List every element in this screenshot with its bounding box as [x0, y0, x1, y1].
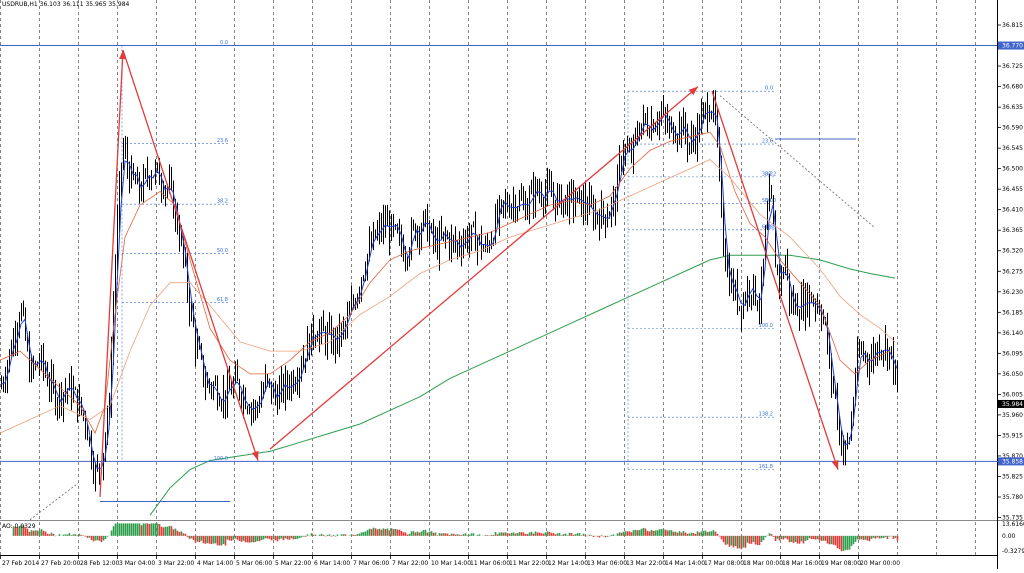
time-tick-label: 7 Mar 06:00 — [353, 560, 389, 567]
price-tick-label: 36.635 — [1002, 104, 1023, 111]
moving-averages — [0, 111, 898, 469]
time-tick-label: 11 Mar 22:00 — [509, 560, 549, 567]
price-tick-label: 36.185 — [1002, 309, 1023, 316]
candlesticks — [1, 90, 898, 492]
ao-indicator-label: AO: 0.0329 — [2, 523, 36, 530]
price-label-text: 35.858 — [1002, 459, 1023, 466]
time-scale: 27 Feb 2014 27 Feb 20:00 28 Feb 12:00 3 Mar… — [0, 555, 900, 567]
trend-arrow-line — [711, 90, 839, 470]
price-tick-label: 35.735 — [1002, 515, 1023, 522]
time-tick-label: 10 Mar 14:00 — [431, 560, 471, 567]
fibo-level-label: 100.0 — [759, 323, 773, 329]
fibo-level-label: 38.2 — [762, 171, 773, 177]
ao-tick-label: -0.3279 — [1002, 548, 1024, 555]
trend-arrow-head — [831, 459, 839, 470]
price-tick-label: 36.365 — [1002, 227, 1023, 234]
price-label-box — [998, 457, 1024, 466]
time-tick-label: 3 Mar 04:00 — [119, 560, 155, 567]
price-tick-label: 36.140 — [1002, 330, 1023, 337]
time-tick-label: 20 Mar 00:00 — [860, 560, 900, 567]
price-tick-label: 35.870 — [1002, 453, 1023, 460]
dotted-trendlines[interactable] — [29, 95, 876, 521]
fibo-level-label: 38.2 — [217, 199, 228, 205]
fibo-level-label: 0.0 — [765, 86, 773, 92]
trend-arrow-head — [119, 50, 127, 60]
fibo-level-label: 50.0 — [762, 198, 773, 204]
price-tick-label: 36.545 — [1002, 145, 1023, 152]
price-label-text: 35.984 — [1002, 401, 1023, 408]
time-tick-label: 3 Mar 22:00 — [158, 560, 194, 567]
trend-arrow-line — [122, 49, 259, 461]
price-tick-label: 36.275 — [1002, 268, 1023, 275]
ma-blue-line — [0, 111, 898, 469]
time-tick-label: 4 Mar 14:00 — [197, 560, 233, 567]
fibo-level-label: 38.2 — [765, 171, 776, 177]
price-tick-label: 36.500 — [1002, 166, 1023, 173]
price-tick-label: 35.825 — [1002, 473, 1023, 480]
price-tick-label: 36.680 — [1002, 84, 1023, 91]
time-tick-label: 5 Mar 06:00 — [236, 560, 272, 567]
chart-title: USDRUB,H1 36.103 36.111 35.965 35.984 — [2, 1, 130, 8]
time-tick-label: 7 Mar 22:00 — [392, 560, 428, 567]
price-tick-label: 36.050 — [1002, 371, 1023, 378]
dotted-trendline — [29, 482, 79, 521]
fibo-level-label: 61.8 — [217, 297, 228, 303]
time-tick-label: 27 Feb 20:00 — [41, 560, 81, 567]
price-tick-label: 36.005 — [1002, 391, 1023, 398]
trend-arrow-line — [269, 86, 699, 450]
time-tick-label: 18 Mar 16:00 — [782, 560, 822, 567]
time-tick-label: 27 Feb 2014 — [2, 560, 40, 567]
time-tick-label: 28 Feb 12:00 — [80, 560, 120, 567]
fibo-level-label: 23.6 — [217, 138, 228, 144]
price-label-box — [998, 399, 1024, 408]
price-tick-label: 35.960 — [1002, 412, 1023, 419]
trend-arrow-line — [99, 50, 124, 498]
trend-arrow-head — [688, 86, 698, 96]
price-scale: 36.815 36.770 36.725 36.680 36.635 36.590 36.5… — [997, 22, 1024, 555]
trend-arrow-head — [251, 450, 259, 461]
fibonacci-levels[interactable]: 0.0 23.6 38.2 50.0 61.8 100.0 0.0 23.6 38.2 50.0 6… — [121, 40, 776, 470]
trend-arrows[interactable] — [99, 49, 839, 498]
time-tick-label: 14 Mar 14:00 — [665, 560, 705, 567]
price-tick-label: 36.230 — [1002, 289, 1023, 296]
price-tick-label: 35.915 — [1002, 432, 1023, 439]
time-tick-label: 11 Mar 06:00 — [470, 560, 510, 567]
time-tick-label: 5 Mar 22:00 — [275, 560, 311, 567]
horizontal-lines[interactable] — [0, 45, 998, 503]
price-tick-label: 36.095 — [1002, 350, 1023, 357]
time-tick-label: 13 Mar 06:00 — [587, 560, 627, 567]
ema-short-line — [0, 131, 891, 435]
fibo-level-label: 61.8 — [765, 224, 776, 230]
time-tick-label: 17 Mar 08:00 — [704, 560, 744, 567]
fibo-level-label: 0.0 — [220, 40, 228, 46]
price-label-box — [998, 41, 1024, 50]
time-tick-label: 19 Mar 08:00 — [821, 560, 861, 567]
fibo-level-label: 161.8 — [759, 464, 773, 470]
price-tick-label: 36.410 — [1002, 207, 1023, 214]
dotted-trendline — [719, 95, 876, 229]
price-tick-label: 36.455 — [1002, 186, 1023, 193]
ao-tick-label: 0.00 — [1002, 533, 1016, 540]
time-tick-label: 18 Mar 00:00 — [743, 560, 783, 567]
ema-long-line — [0, 159, 896, 434]
fibo-level-label: 50.0 — [765, 198, 776, 204]
price-tick-label: 36.590 — [1002, 125, 1023, 132]
time-tick-label: 13 Mar 22:00 — [626, 560, 666, 567]
time-tick-label: 12 Mar 14:00 — [548, 560, 588, 567]
price-tick-label: 36.815 — [1002, 22, 1023, 29]
price-tick-label: 36.725 — [1002, 63, 1023, 70]
price-tick-label: 35.780 — [1002, 494, 1023, 501]
time-tick-label: 6 Mar 14:00 — [314, 560, 350, 567]
price-tick-label: 36.320 — [1002, 248, 1023, 255]
price-label-text: 36.770 — [1002, 43, 1023, 50]
fibo-level-label: 23.6 — [762, 139, 773, 145]
ao-histogram — [12, 523, 899, 552]
fibo-level-label: 50.0 — [217, 248, 228, 254]
vertical-gridlines — [0, 0, 976, 555]
fibo-level-label: 138.2 — [759, 412, 773, 418]
fibo-level-label: 100.0 — [214, 456, 228, 462]
